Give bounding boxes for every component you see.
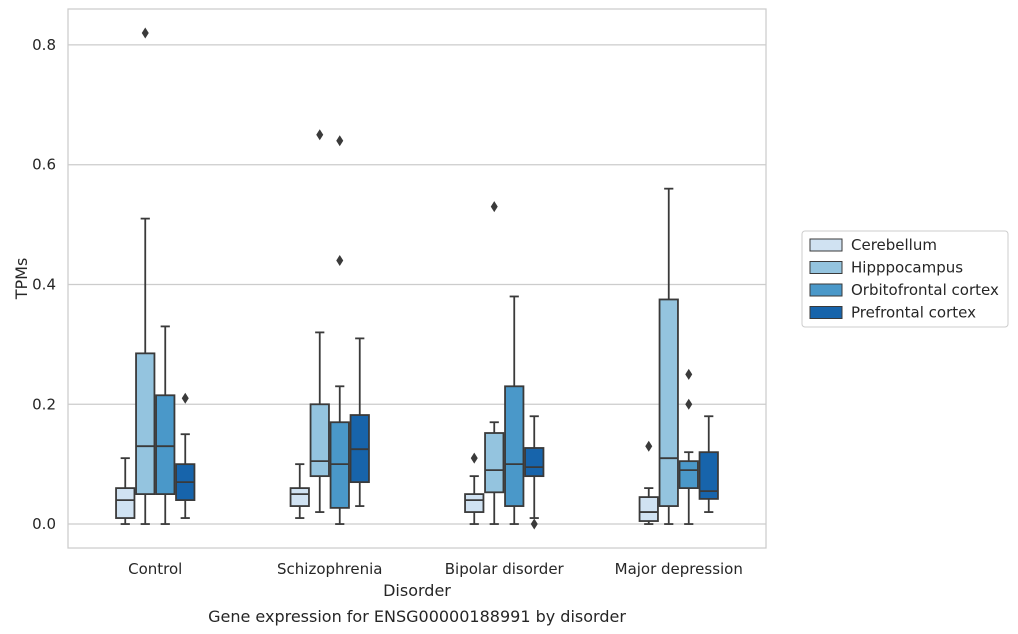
box bbox=[678, 460, 699, 490]
x-tick-label: Schizophrenia bbox=[277, 560, 382, 578]
legend-label: Hipppocampus bbox=[851, 259, 963, 277]
outlier-point bbox=[141, 27, 149, 39]
outlier-point bbox=[181, 392, 189, 404]
x-axis-label: Disorder bbox=[383, 581, 451, 600]
outlier-point bbox=[336, 255, 344, 267]
x-tick-label: Bipolar disorder bbox=[445, 560, 565, 578]
box bbox=[309, 403, 330, 478]
y-tick-label: 0.0 bbox=[32, 515, 56, 533]
figure-caption: Gene expression for ENSG00000188991 by d… bbox=[208, 607, 626, 626]
outlier-point bbox=[336, 135, 344, 147]
x-axis: Control Schizophrenia Bipolar disorder Majo… bbox=[128, 560, 743, 578]
box bbox=[464, 493, 485, 513]
box bbox=[698, 451, 719, 500]
series-cerebellum bbox=[115, 440, 659, 525]
outlier-point bbox=[645, 440, 653, 452]
x-tick-label: Major depression bbox=[615, 560, 743, 578]
legend: Cerebellum Hipppocampus Orbitofrontal cort… bbox=[801, 230, 1009, 328]
plot-frame bbox=[67, 8, 767, 549]
series-hipppocampus bbox=[135, 27, 679, 525]
y-tick-label: 0.4 bbox=[32, 275, 56, 293]
legend-swatch bbox=[809, 283, 843, 297]
outlier-point bbox=[685, 398, 693, 410]
outlier-point bbox=[685, 368, 693, 380]
box bbox=[135, 352, 156, 496]
box bbox=[289, 487, 310, 507]
y-axis: 0.0 0.2 0.4 0.6 0.8 bbox=[32, 36, 56, 533]
box-series bbox=[115, 27, 719, 530]
legend-swatch bbox=[809, 306, 843, 319]
legend-label: Cerebellum bbox=[851, 236, 937, 254]
box bbox=[504, 385, 525, 507]
x-tick-label: Control bbox=[128, 560, 182, 578]
legend-label: Prefrontal cortex bbox=[851, 304, 976, 322]
legend-swatch bbox=[809, 238, 843, 252]
box bbox=[484, 432, 505, 494]
y-tick-label: 0.8 bbox=[32, 36, 56, 54]
box bbox=[115, 487, 136, 519]
box bbox=[524, 447, 545, 478]
box bbox=[658, 298, 679, 507]
y-tick-label: 0.6 bbox=[32, 156, 56, 174]
outlier-point bbox=[470, 452, 478, 464]
series-orbitofrontal-cortex bbox=[155, 135, 699, 525]
outlier-point bbox=[490, 201, 498, 213]
legend-swatch bbox=[809, 261, 843, 274]
series-prefrontal-cortex bbox=[175, 337, 719, 530]
outlier-point bbox=[316, 129, 324, 141]
box bbox=[638, 496, 659, 522]
outlier-point bbox=[530, 518, 538, 530]
y-tick-label: 0.2 bbox=[32, 395, 56, 413]
y-axis-label: TPMs bbox=[12, 258, 31, 301]
legend-frame bbox=[801, 230, 1009, 328]
legend-label: Orbitofrontal cortex bbox=[851, 281, 999, 299]
box bbox=[155, 394, 176, 495]
